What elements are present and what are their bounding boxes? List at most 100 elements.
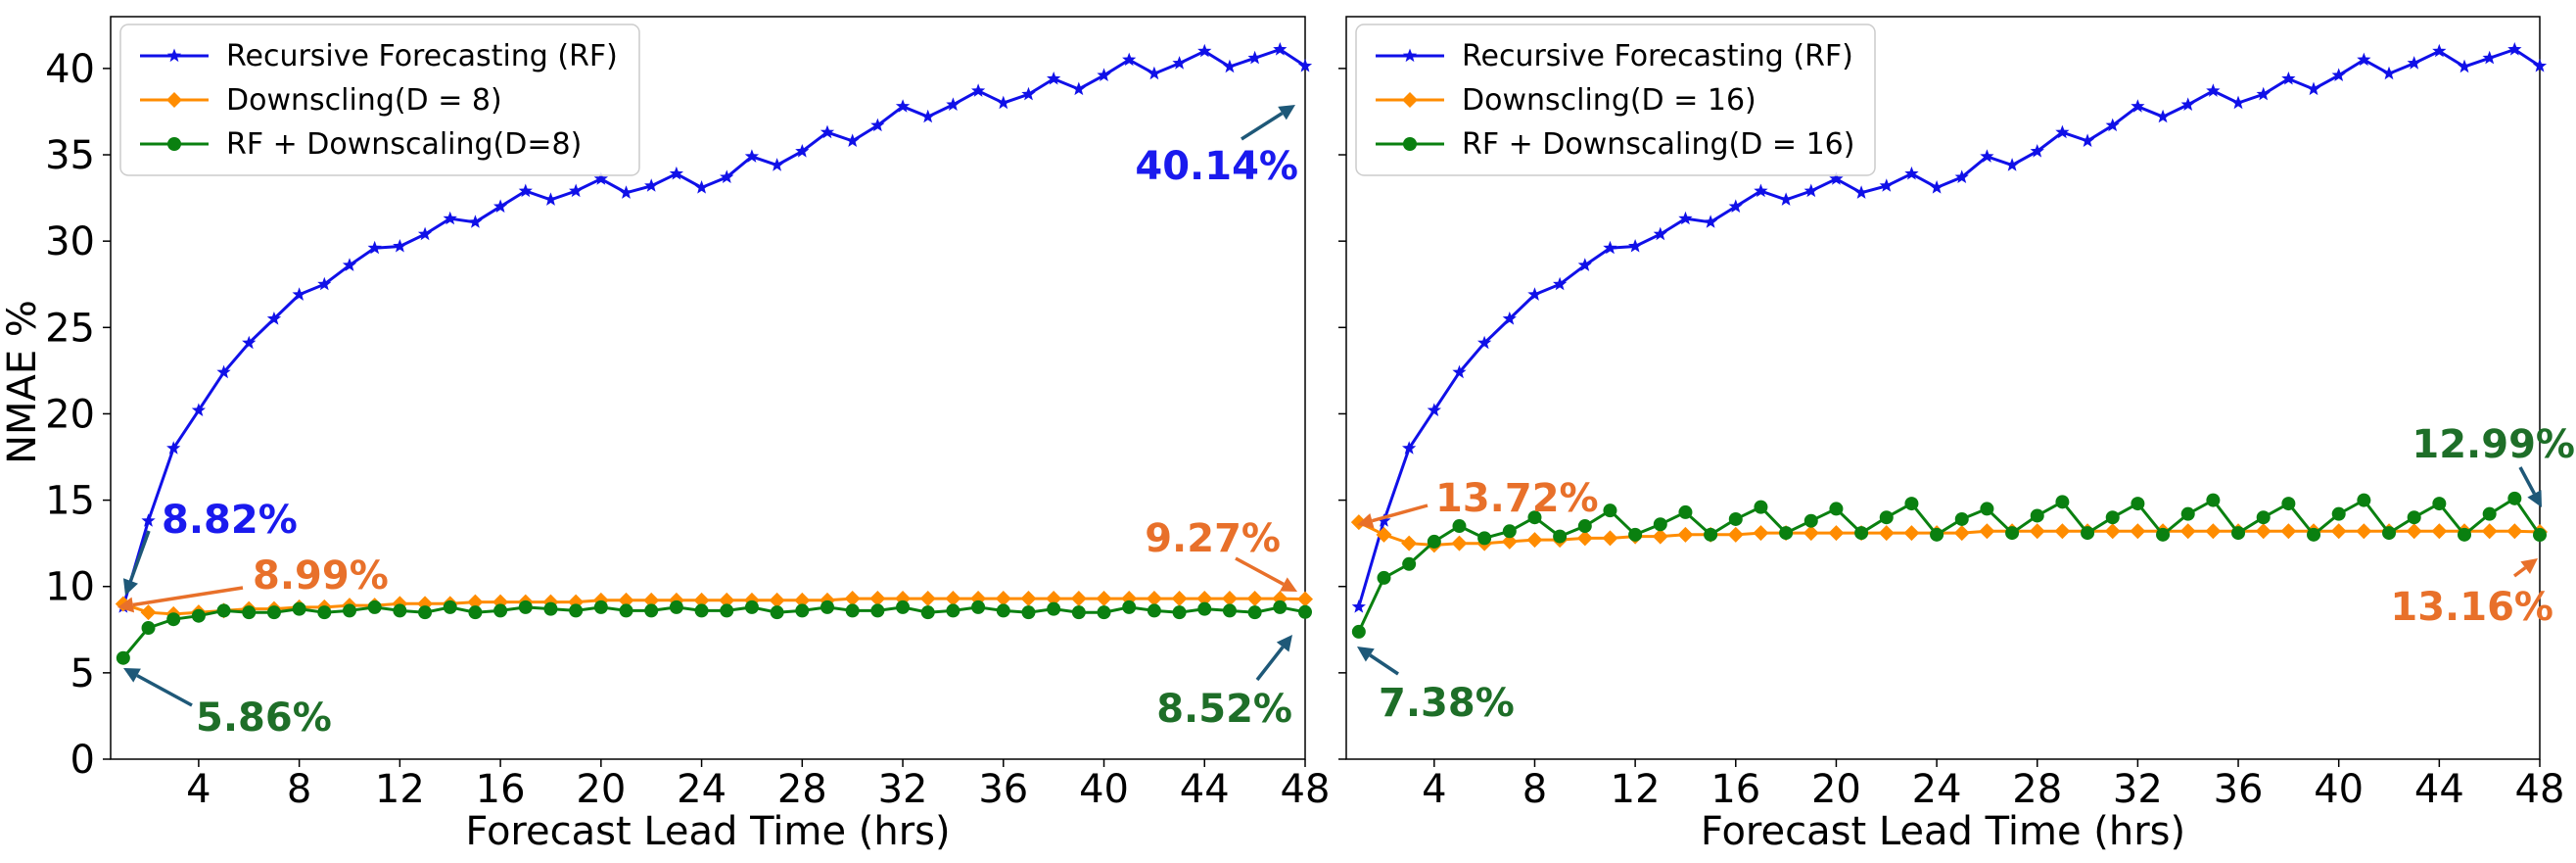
data-point-combo [1247, 605, 1262, 620]
data-point-down [1501, 533, 1518, 550]
data-point-combo [166, 612, 181, 627]
y-tick-label: 0 [70, 738, 95, 783]
x-tick-label: 20 [1811, 767, 1861, 812]
annotation-arrow [2512, 566, 2527, 578]
x-tick-label: 28 [777, 767, 827, 812]
data-point-combo [1273, 599, 1288, 614]
data-point-down [2029, 523, 2045, 540]
legend-marker-combo [1403, 137, 1417, 151]
data-point-down [2280, 523, 2297, 540]
annotation-arrowhead [1276, 635, 1292, 652]
x-tick-label: 24 [1912, 767, 1962, 812]
data-point-combo [1477, 531, 1492, 546]
y-tick-label: 35 [45, 133, 95, 178]
data-point-rf [518, 183, 533, 198]
data-point-rf [141, 513, 156, 527]
data-point-rf [1904, 166, 1919, 180]
data-point-down [794, 592, 811, 608]
data-point-down [2431, 523, 2448, 540]
data-point-combo [896, 599, 911, 614]
data-point-rf [1452, 364, 1467, 379]
data-point-rf [266, 312, 282, 325]
data-point-combo [216, 603, 231, 618]
data-point-down [1526, 532, 1543, 549]
data-point-combo [845, 603, 860, 618]
legend-label-combo: RF + Downscaling(D=8) [226, 127, 582, 162]
data-point-combo [1854, 526, 1869, 541]
x-tick-label: 32 [878, 767, 928, 812]
x-tick-label: 28 [2012, 767, 2062, 812]
series-combo [116, 599, 1312, 665]
x-tick-label: 36 [978, 767, 1028, 812]
data-point-combo [1803, 513, 1818, 528]
x-tick-label: 32 [2113, 767, 2163, 812]
data-point-down [1246, 591, 1263, 607]
legend-label-down: Downscling(D = 16) [1462, 83, 1756, 118]
data-point-combo [1628, 527, 1643, 542]
data-point-combo [744, 599, 759, 614]
annotation-arrow [1241, 112, 1284, 141]
data-point-rf [342, 258, 357, 271]
annotation-label: 13.16% [2390, 585, 2553, 630]
data-point-rf [1297, 58, 1313, 72]
plot-frame [1345, 16, 2541, 760]
data-point-combo [1754, 500, 1768, 514]
data-point-combo [946, 603, 960, 618]
data-point-rf [2331, 68, 2346, 81]
data-point-combo [2432, 497, 2447, 511]
y-tick-label: 30 [45, 219, 95, 264]
data-point-combo [2458, 527, 2472, 542]
data-point-rf [2281, 72, 2296, 85]
data-point-down [919, 591, 936, 607]
data-point-rf [1502, 312, 1517, 325]
data-point-down [1350, 514, 1367, 531]
x-tick-label: 12 [1611, 767, 1661, 812]
x-tick-label: 48 [2515, 767, 2565, 812]
legend: Recursive Forecasting (RF) Downscling(D =… [119, 24, 640, 176]
data-point-combo [2533, 528, 2547, 543]
data-point-combo [2331, 506, 2346, 521]
annotation-arrowhead [122, 578, 138, 596]
data-point-combo [1704, 527, 1718, 542]
legend-label-combo: RF + Downscaling(D = 16) [1462, 127, 1854, 162]
data-point-combo [1603, 503, 1617, 518]
x-tick-label: 40 [2314, 767, 2364, 812]
y-tick-label: 25 [45, 306, 95, 351]
data-point-down [1652, 528, 1668, 545]
data-point-combo [1553, 529, 1568, 544]
y-tick-label: 20 [45, 392, 95, 437]
data-point-rf [1930, 180, 1944, 194]
data-point-combo [2507, 491, 2522, 505]
data-point-down [2330, 523, 2347, 540]
data-point-rf [367, 240, 382, 255]
data-point-combo [619, 603, 633, 618]
data-point-combo [1527, 510, 1542, 525]
data-point-combo [1097, 605, 1111, 620]
data-point-rf [644, 178, 659, 192]
data-point-combo [795, 603, 810, 618]
x-tick-label: 20 [576, 767, 626, 812]
x-tick-label: 16 [1710, 767, 1760, 812]
data-point-combo [468, 605, 483, 620]
data-point-combo [1779, 526, 1794, 541]
annotation-arrow [1255, 646, 1285, 682]
legend-marker-combo [167, 137, 181, 151]
annotation-label: 5.86% [196, 695, 332, 741]
x-tick-label: 44 [1180, 767, 1230, 812]
series-down [1350, 514, 2548, 553]
data-point-combo [1829, 502, 1844, 516]
data-point-rf [1779, 192, 1794, 206]
data-point-rf [1803, 183, 1818, 198]
annotation-arrowhead [2520, 558, 2538, 574]
legend-label-rf: Recursive Forecasting (RF) [1462, 39, 1853, 73]
data-point-combo [2131, 497, 2145, 511]
data-point-combo [543, 601, 558, 616]
data-point-rf [2230, 95, 2246, 110]
data-point-combo [1351, 624, 1366, 639]
legend-label-rf: Recursive Forecasting (RF) [226, 39, 618, 73]
data-point-combo [2180, 506, 2195, 521]
data-point-combo [343, 603, 356, 618]
data-point-rf [2381, 66, 2397, 80]
data-point-combo [1452, 519, 1467, 534]
